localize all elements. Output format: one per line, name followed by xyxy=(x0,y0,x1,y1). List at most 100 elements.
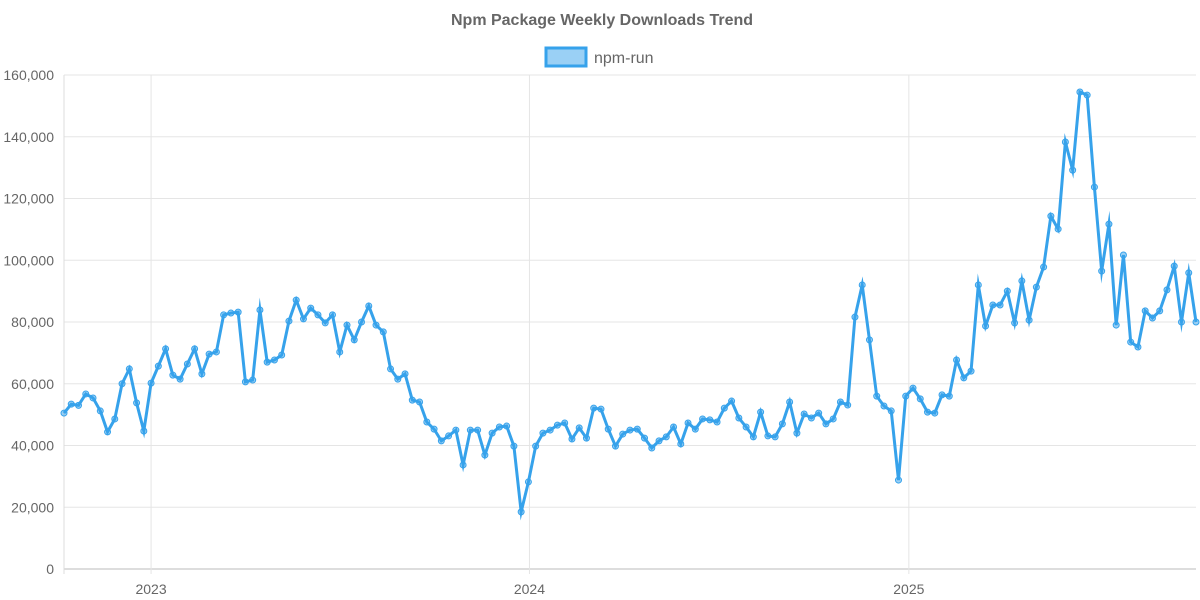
data-point[interactable] xyxy=(510,442,518,450)
data-point[interactable] xyxy=(800,410,808,418)
data-point[interactable] xyxy=(793,429,801,437)
data-point[interactable] xyxy=(575,424,583,432)
data-point[interactable] xyxy=(945,392,953,400)
data-point[interactable] xyxy=(292,296,300,304)
data-point[interactable] xyxy=(699,415,707,423)
data-point[interactable] xyxy=(786,398,794,406)
data-point[interactable] xyxy=(532,442,540,450)
data-point[interactable] xyxy=(1098,267,1106,275)
data-point[interactable] xyxy=(960,374,968,382)
data-point[interactable] xyxy=(648,444,656,452)
data-point[interactable] xyxy=(430,425,438,433)
data-point[interactable] xyxy=(379,328,387,336)
data-point[interactable] xyxy=(604,425,612,433)
data-point[interactable] xyxy=(1170,262,1178,270)
data-point[interactable] xyxy=(343,321,351,329)
data-point[interactable] xyxy=(967,367,975,375)
data-point[interactable] xyxy=(720,404,728,412)
data-point[interactable] xyxy=(626,426,634,434)
data-point[interactable] xyxy=(829,415,837,423)
data-point[interactable] xyxy=(873,392,881,400)
data-point[interactable] xyxy=(140,427,148,435)
data-point[interactable] xyxy=(655,437,663,445)
data-point[interactable] xyxy=(590,404,598,412)
data-point[interactable] xyxy=(1011,319,1019,327)
data-point[interactable] xyxy=(365,302,373,310)
data-point[interactable] xyxy=(314,311,322,319)
data-point[interactable] xyxy=(670,423,678,431)
data-point[interactable] xyxy=(1112,321,1120,329)
data-point[interactable] xyxy=(553,421,561,429)
data-point[interactable] xyxy=(205,350,213,358)
data-point[interactable] xyxy=(1083,91,1091,99)
data-point[interactable] xyxy=(358,318,366,326)
data-point[interactable] xyxy=(1018,277,1026,285)
data-point[interactable] xyxy=(1141,307,1149,315)
data-point[interactable] xyxy=(249,376,257,384)
data-point[interactable] xyxy=(423,418,431,426)
data-point[interactable] xyxy=(996,301,1004,309)
data-point[interactable] xyxy=(611,442,619,450)
data-point[interactable] xyxy=(67,400,75,408)
data-point[interactable] xyxy=(524,478,532,486)
data-point[interactable] xyxy=(212,348,220,356)
data-point[interactable] xyxy=(1148,314,1156,322)
data-point[interactable] xyxy=(1032,283,1040,291)
data-point[interactable] xyxy=(154,362,162,370)
data-point[interactable] xyxy=(256,306,264,314)
data-point[interactable] xyxy=(517,508,525,516)
data-point[interactable] xyxy=(1040,263,1048,271)
data-point[interactable] xyxy=(278,351,286,359)
data-point[interactable] xyxy=(807,414,815,422)
data-point[interactable] xyxy=(1003,287,1011,295)
data-point[interactable] xyxy=(1119,251,1127,259)
data-point[interactable] xyxy=(198,370,206,378)
data-point[interactable] xyxy=(880,402,888,410)
data-point[interactable] xyxy=(619,430,627,438)
data-point[interactable] xyxy=(474,426,482,434)
data-point[interactable] xyxy=(771,433,779,441)
data-point[interactable] xyxy=(865,336,873,344)
data-point[interactable] xyxy=(691,425,699,433)
data-point[interactable] xyxy=(546,426,554,434)
data-point[interactable] xyxy=(220,311,228,319)
data-point[interactable] xyxy=(561,419,569,427)
data-point[interactable] xyxy=(60,409,68,417)
data-point[interactable] xyxy=(459,461,467,469)
data-point[interactable] xyxy=(742,423,750,431)
data-point[interactable] xyxy=(372,321,380,329)
data-point[interactable] xyxy=(1185,269,1193,277)
data-point[interactable] xyxy=(1025,316,1033,324)
data-point[interactable] xyxy=(924,408,932,416)
data-point[interactable] xyxy=(749,433,757,441)
data-point[interactable] xyxy=(270,356,278,364)
data-point[interactable] xyxy=(684,419,692,427)
data-point[interactable] xyxy=(401,370,409,378)
data-point[interactable] xyxy=(321,319,329,327)
data-point[interactable] xyxy=(307,304,315,312)
data-point[interactable] xyxy=(633,425,641,433)
data-point[interactable] xyxy=(503,422,511,430)
legend[interactable]: npm-run xyxy=(544,46,654,68)
data-point[interactable] xyxy=(662,433,670,441)
data-point[interactable] xyxy=(902,392,910,400)
data-point[interactable] xyxy=(495,423,503,431)
data-point[interactable] xyxy=(169,371,177,379)
data-point[interactable] xyxy=(387,365,395,373)
data-point[interactable] xyxy=(89,394,97,402)
data-point[interactable] xyxy=(909,384,917,392)
data-point[interactable] xyxy=(938,391,946,399)
data-point[interactable] xyxy=(713,418,721,426)
data-point[interactable] xyxy=(641,434,649,442)
data-point[interactable] xyxy=(1177,318,1185,326)
data-point[interactable] xyxy=(466,426,474,434)
data-point[interactable] xyxy=(1192,318,1200,326)
data-point[interactable] xyxy=(1163,286,1171,294)
data-point[interactable] xyxy=(263,358,271,366)
data-point[interactable] xyxy=(1061,138,1069,146)
data-point[interactable] xyxy=(735,414,743,422)
data-point[interactable] xyxy=(989,301,997,309)
data-point[interactable] xyxy=(299,315,307,323)
data-point[interactable] xyxy=(851,313,859,321)
data-point[interactable] xyxy=(408,396,416,404)
